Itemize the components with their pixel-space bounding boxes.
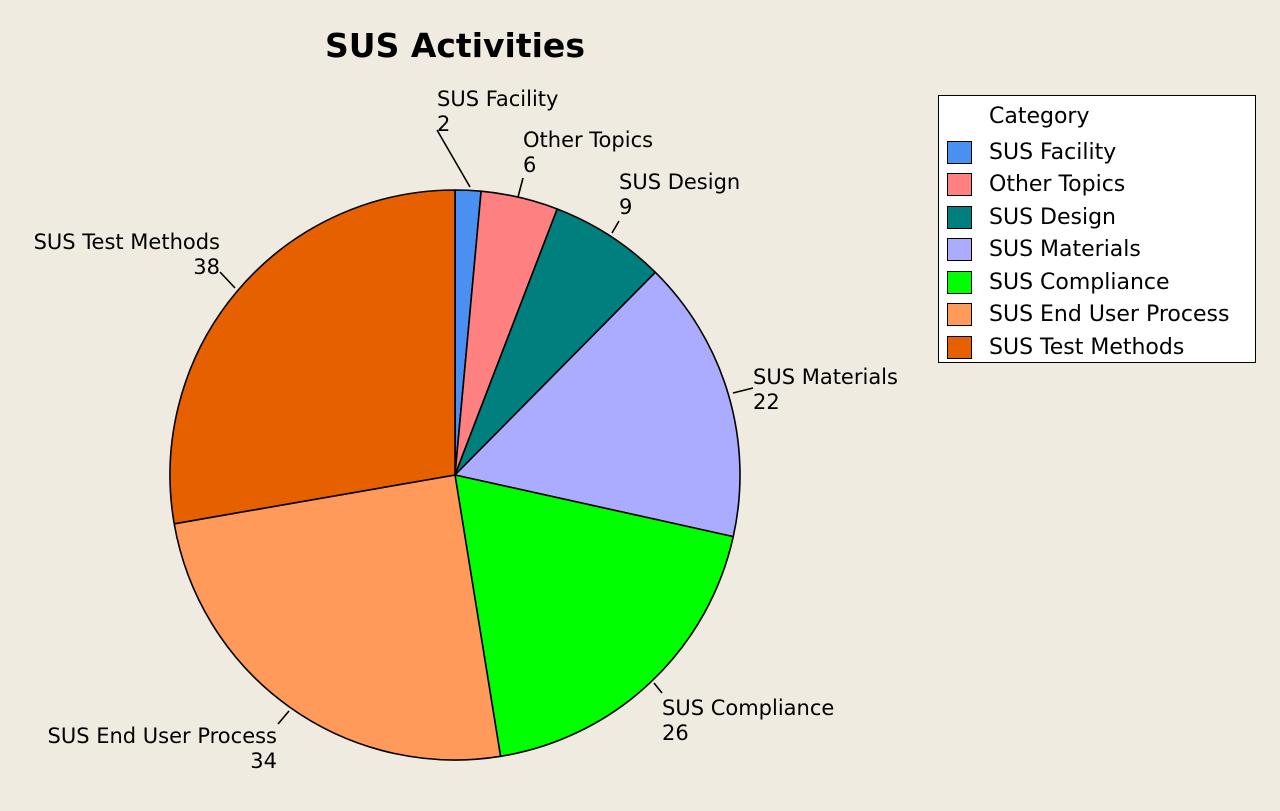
legend-swatch [947, 303, 972, 327]
slice-sus-test-methods [169, 189, 456, 525]
legend-label: SUS End User Process [989, 302, 1230, 328]
legend-label: SUS Materials [989, 237, 1141, 263]
legend-title: Category [989, 104, 1090, 129]
legend-item-sus-end-user-process: SUS End User Process [947, 299, 1229, 332]
slice-label-sus-design: SUS Design [619, 170, 740, 194]
legend-item-sus-facility: SUS Facility [947, 136, 1229, 169]
chart-title: SUS Activities [325, 26, 585, 65]
legend: Category SUS Facility Other Topics SUS Des… [938, 95, 1256, 363]
legend-label: SUS Compliance [989, 269, 1170, 295]
legend-swatch [947, 335, 972, 359]
legend-label: Other Topics [989, 172, 1126, 198]
legend-item-sus-design: SUS Design [947, 201, 1229, 234]
slice-value-sus-test-methods: 38 [193, 255, 220, 279]
legend-swatch [947, 205, 972, 229]
slice-sus-compliance [454, 474, 735, 758]
slice-label-sus-end-user-process: SUS End User Process [48, 724, 278, 748]
legend-item-sus-materials: SUS Materials [947, 234, 1229, 267]
slice-value-sus-materials: 22 [753, 390, 780, 414]
legend-label: SUS Test Methods [989, 334, 1185, 360]
leader-lines [219, 129, 754, 725]
slice-label-sus-facility: SUS Facility [437, 87, 558, 111]
slice-sus-end-user-process [173, 474, 502, 761]
legend-label: SUS Design [989, 204, 1116, 230]
leader-line-sus-compliance [653, 682, 663, 694]
legend-item-sus-test-methods: SUS Test Methods [947, 331, 1229, 364]
leader-line-sus-facility [436, 129, 471, 188]
slice-value-sus-facility: 2 [437, 112, 450, 136]
legend-item-sus-compliance: SUS Compliance [947, 266, 1229, 299]
slice-label-sus-test-methods: SUS Test Methods [34, 230, 220, 254]
legend-items: SUS Facility Other Topics SUS Design SUS Ma… [947, 136, 1229, 364]
legend-swatch [947, 238, 972, 262]
leader-line-sus-design [611, 220, 620, 234]
leader-line-sus-test-methods [219, 271, 236, 289]
leader-line-other-topics [517, 177, 524, 198]
leader-line-sus-end-user-process [277, 710, 290, 725]
slice-label-sus-compliance: SUS Compliance [662, 696, 834, 720]
legend-swatch [947, 140, 972, 164]
slice-value-sus-end-user-process: 34 [250, 749, 277, 773]
leader-line-sus-materials [732, 387, 754, 394]
slice-sus-materials [454, 271, 741, 538]
pie-slices [169, 189, 741, 761]
legend-swatch [947, 173, 972, 197]
slice-value-sus-design: 9 [619, 195, 632, 219]
slice-sus-design [454, 208, 657, 476]
slice-label-sus-materials: SUS Materials [753, 365, 898, 389]
slice-value-other-topics: 6 [523, 153, 536, 177]
slice-value-sus-compliance: 26 [662, 721, 689, 745]
legend-swatch [947, 270, 972, 294]
slice-label-other-topics: Other Topics [523, 128, 653, 152]
legend-label: SUS Facility [989, 139, 1117, 165]
legend-item-other-topics: Other Topics [947, 169, 1229, 202]
